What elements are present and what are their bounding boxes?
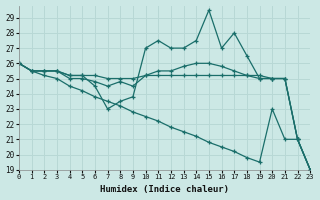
X-axis label: Humidex (Indice chaleur): Humidex (Indice chaleur) (100, 185, 229, 194)
